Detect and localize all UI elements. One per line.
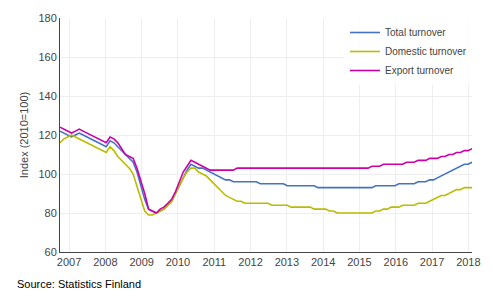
svg-text:2014: 2014 — [311, 256, 335, 268]
svg-text:2011: 2011 — [202, 256, 226, 268]
svg-text:2012: 2012 — [238, 256, 262, 268]
svg-text:Source: Statistics Finland: Source: Statistics Finland — [17, 278, 141, 290]
svg-text:2016: 2016 — [384, 256, 408, 268]
svg-text:Total turnover: Total turnover — [385, 27, 446, 38]
svg-text:100: 100 — [38, 168, 56, 180]
svg-text:2009: 2009 — [129, 256, 153, 268]
svg-text:80: 80 — [45, 207, 57, 219]
svg-text:2013: 2013 — [275, 256, 299, 268]
svg-text:Index (2010=100): Index (2010=100) — [18, 92, 30, 179]
svg-text:2015: 2015 — [347, 256, 371, 268]
svg-text:180: 180 — [38, 12, 56, 24]
svg-text:2007: 2007 — [57, 256, 81, 268]
svg-text:2018: 2018 — [456, 256, 480, 268]
svg-text:160: 160 — [38, 51, 56, 63]
svg-text:2010: 2010 — [166, 256, 190, 268]
svg-text:2017: 2017 — [420, 256, 444, 268]
svg-text:120: 120 — [38, 129, 56, 141]
svg-text:2008: 2008 — [93, 256, 117, 268]
svg-text:60: 60 — [45, 246, 57, 258]
svg-text:Domestic turnover: Domestic turnover — [385, 46, 467, 57]
svg-text:140: 140 — [38, 90, 56, 102]
svg-text:Export turnover: Export turnover — [385, 65, 454, 76]
